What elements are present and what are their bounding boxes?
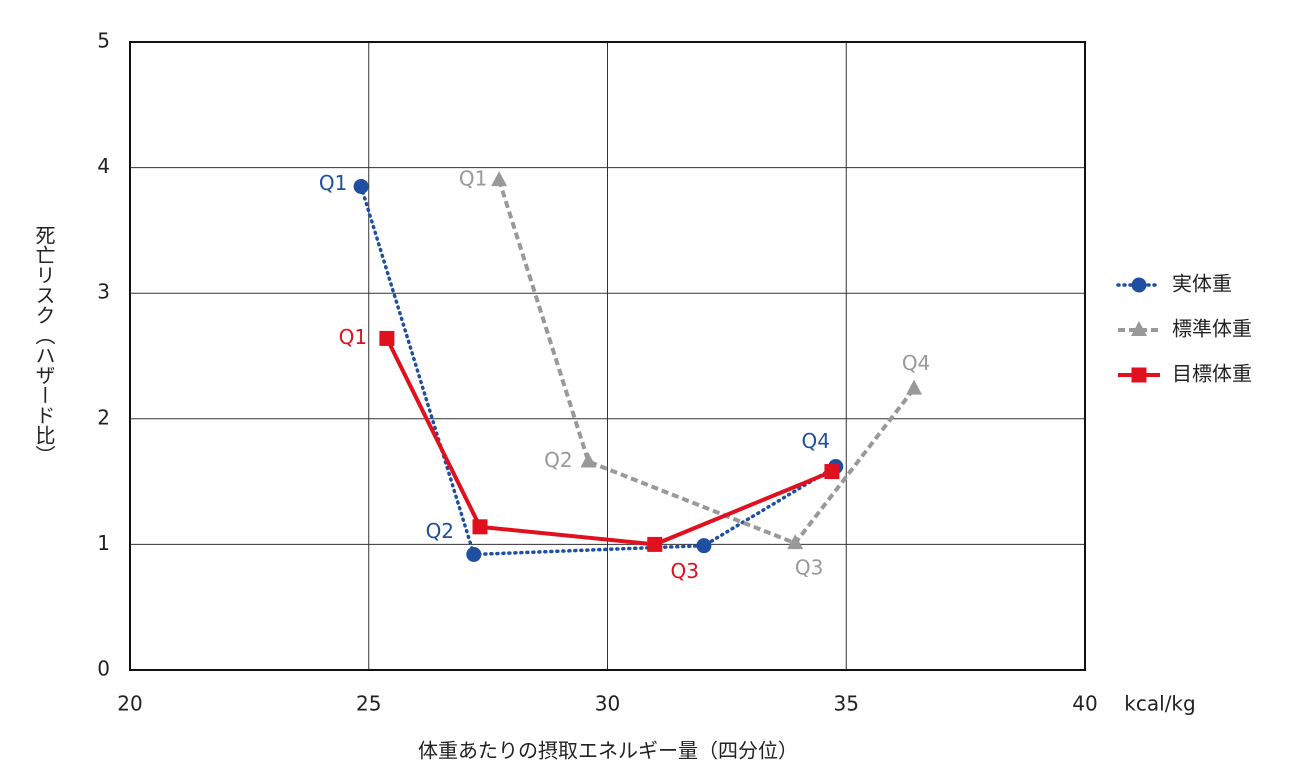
marker [824,464,840,480]
legend-label: 標準体重 [1172,317,1252,341]
marker [353,178,369,194]
marker [1131,321,1147,336]
marker [647,536,663,552]
point-label: Q2 [544,448,572,472]
point-label: Q3 [795,556,823,580]
x-tick-label: 35 [834,692,859,716]
x-axis-unit: kcal/kg [1124,692,1195,716]
marker [491,171,508,187]
marker [379,330,395,346]
x-tick-label: 25 [356,692,381,716]
point-label: Q4 [802,429,830,453]
marker [472,519,488,535]
plot-frame [129,41,1086,671]
point-label: Q3 [671,559,699,583]
point-label: Q4 [902,351,930,375]
y-tick-label: 2 [97,405,110,429]
series-line [359,184,838,557]
y-tick-label: 4 [97,154,110,178]
y-tick-label: 1 [97,531,110,555]
marker [580,452,597,468]
point-label: Q2 [426,519,454,543]
y-axis-label: 死亡リスク（ハザード比） [32,225,56,465]
marker [787,534,804,550]
legend-label: 目標体重 [1172,362,1252,386]
marker [466,546,482,562]
y-tick-label: 0 [97,657,110,681]
series-line [497,179,916,546]
series-line [385,337,833,547]
marker [696,538,712,554]
x-tick-label: 40 [1072,692,1097,716]
point-label: Q1 [339,325,367,349]
y-tick-label: 3 [97,280,110,304]
point-label: Q1 [319,171,347,195]
x-tick-label: 20 [117,692,142,716]
marker [1131,277,1147,293]
marker [1131,367,1147,383]
legend-label: 実体重 [1172,272,1232,296]
point-label: Q1 [459,167,487,191]
x-axis-label: 体重あたりの摂取エネルギー量（四分位） [418,739,798,763]
x-tick-label: 30 [595,692,620,716]
y-tick-label: 5 [97,29,110,53]
marker [906,379,923,395]
